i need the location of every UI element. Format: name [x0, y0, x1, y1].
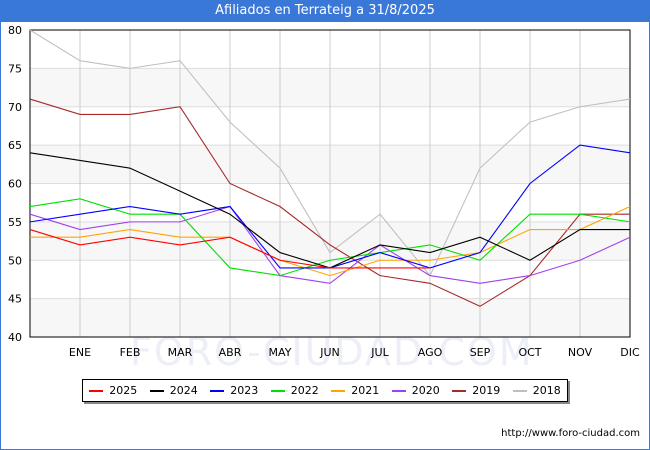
- chart-title: Afiliados en Terrateig a 31/8/2025: [0, 0, 650, 22]
- legend-item-2023: 2023: [210, 384, 258, 397]
- x-tick-label: MAY: [269, 346, 292, 359]
- y-tick-label: 50: [8, 254, 22, 267]
- y-tick-label: 55: [8, 216, 22, 229]
- legend-label: 2019: [472, 384, 501, 397]
- series-line-2018: [29, 29, 631, 277]
- series-line-2022: [29, 198, 631, 277]
- x-tick-label: FEB: [120, 346, 141, 359]
- y-tick-label: 40: [8, 331, 22, 344]
- legend-label: 2022: [290, 384, 319, 397]
- source-url: http://www.foro-ciudad.com: [501, 428, 640, 439]
- x-tick-label: SEP: [470, 346, 491, 359]
- y-tick-label: 60: [8, 178, 22, 191]
- x-tick-label: DIC: [620, 346, 640, 359]
- y-tick-label: 45: [8, 293, 22, 306]
- legend-label: 2024: [169, 384, 198, 397]
- legend: 2025 2024 2023 2022 2021 2020 2019 2018: [82, 379, 568, 402]
- legend-label: 2018: [532, 384, 561, 397]
- y-tick-label: 70: [8, 101, 22, 114]
- legend-swatch: [149, 389, 164, 392]
- plot-border: [29, 29, 631, 338]
- legend-swatch: [89, 389, 104, 392]
- series-line-2021: [30, 206, 631, 277]
- x-tick-label: JUN: [319, 346, 340, 359]
- legend-item-2020: 2020: [391, 384, 440, 397]
- legend-label: 2021: [351, 384, 380, 397]
- legend-swatch: [512, 389, 527, 392]
- legend-item-2019: 2019: [452, 384, 500, 397]
- legend-item-2025: 2025: [89, 384, 137, 397]
- legend-item-2024: 2024: [149, 384, 198, 397]
- legend-swatch: [270, 389, 285, 392]
- legend-label: 2023: [230, 384, 259, 397]
- legend-swatch: [391, 389, 406, 392]
- legend-swatch: [452, 389, 467, 392]
- legend-swatch: [210, 389, 225, 392]
- legend-swatch: [331, 389, 346, 392]
- series-line-2020: [29, 205, 631, 284]
- x-tick-label: OCT: [518, 346, 541, 359]
- x-tick-label: NOV: [568, 346, 593, 359]
- legend-label: 2025: [109, 384, 138, 397]
- x-tick-label: MAR: [168, 346, 193, 359]
- legend-label: 2020: [411, 384, 440, 397]
- y-tick-label: 65: [8, 139, 22, 152]
- x-tick-label: AGO: [418, 346, 443, 359]
- series-line-2025: [29, 229, 430, 269]
- x-tick-label: ENE: [69, 346, 91, 359]
- legend-item-2018: 2018: [512, 384, 561, 397]
- legend-item-2022: 2022: [270, 384, 319, 397]
- x-tick-label: JUL: [370, 346, 389, 359]
- y-tick-label: 75: [8, 62, 22, 75]
- legend-item-2021: 2021: [331, 384, 379, 397]
- y-tick-label: 80: [8, 24, 22, 37]
- x-tick-label: ABR: [219, 346, 242, 359]
